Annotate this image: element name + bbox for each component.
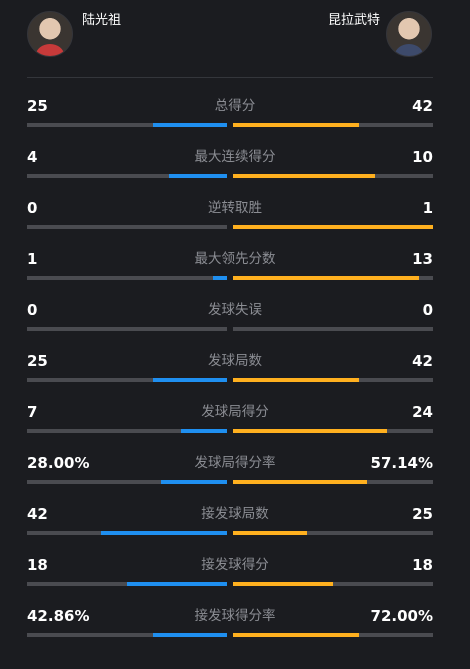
right-progress-bar — [233, 174, 433, 178]
stat-row: 7 发球局得分 24 — [0, 403, 470, 443]
right-value: 57.14% — [370, 454, 433, 472]
stat-row: 0 发球失误 0 — [0, 301, 470, 341]
stat-row: 42 接发球局数 25 — [0, 505, 470, 545]
left-progress-fill — [153, 123, 227, 127]
stat-label: 发球局数 — [208, 353, 262, 369]
right-progress-fill — [233, 276, 419, 280]
right-value: 24 — [412, 403, 433, 421]
left-player-name[interactable]: 陆光祖 — [82, 13, 122, 28]
right-progress-fill — [233, 429, 387, 433]
right-progress-bar — [233, 123, 433, 127]
left-progress-fill — [161, 480, 227, 484]
left-value: 25 — [27, 352, 48, 370]
left-value: 42.86% — [27, 607, 90, 625]
right-progress-fill — [233, 174, 375, 178]
stat-row: 25 总得分 42 — [0, 97, 470, 137]
left-value: 0 — [27, 301, 38, 319]
left-progress-bar — [27, 276, 227, 280]
right-value: 10 — [412, 148, 433, 166]
right-progress-fill — [233, 633, 359, 637]
stat-label: 发球失误 — [208, 302, 262, 318]
right-progress-bar — [233, 327, 433, 331]
left-value: 7 — [27, 403, 38, 421]
stat-label: 接发球局数 — [201, 506, 269, 522]
right-value: 13 — [412, 250, 433, 268]
left-progress-fill — [127, 582, 227, 586]
right-player-name[interactable]: 昆拉武特 — [327, 13, 380, 28]
right-progress-fill — [233, 378, 359, 382]
right-progress-bar — [233, 276, 433, 280]
right-progress-bar — [233, 378, 433, 382]
right-progress-fill — [233, 582, 333, 586]
right-progress-bar — [233, 633, 433, 637]
stat-row: 4 最大连续得分 10 — [0, 148, 470, 188]
left-progress-bar — [27, 327, 227, 331]
left-progress-bar — [27, 429, 227, 433]
left-progress-bar — [27, 531, 227, 535]
right-progress-bar — [233, 480, 433, 484]
stat-row: 28.00% 发球局得分率 57.14% — [0, 454, 470, 494]
left-value: 25 — [27, 97, 48, 115]
left-value: 28.00% — [27, 454, 90, 472]
players-header: 陆光祖 昆拉武特 — [0, 0, 470, 78]
right-progress-fill — [233, 225, 433, 229]
right-progress-bar — [233, 225, 433, 229]
stat-label: 最大连续得分 — [194, 149, 276, 165]
right-progress-fill — [233, 480, 367, 484]
stat-label: 接发球得分率 — [194, 608, 276, 624]
left-value: 4 — [27, 148, 38, 166]
left-value: 42 — [27, 505, 48, 523]
stat-label: 接发球得分 — [201, 557, 269, 573]
left-progress-fill — [181, 429, 227, 433]
stat-label: 最大领先分数 — [194, 251, 276, 267]
right-progress-bar — [233, 429, 433, 433]
left-progress-bar — [27, 480, 227, 484]
left-progress-bar — [27, 633, 227, 637]
left-progress-fill — [153, 633, 227, 637]
right-progress-bar — [233, 582, 433, 586]
stat-label: 发球局得分 — [201, 404, 269, 420]
player-avatar-icon[interactable] — [27, 11, 73, 57]
right-value: 1 — [422, 199, 433, 217]
left-value: 18 — [27, 556, 48, 574]
left-progress-fill — [153, 378, 227, 382]
right-value: 42 — [412, 97, 433, 115]
left-progress-fill — [101, 531, 227, 535]
right-progress-bar — [233, 531, 433, 535]
player-avatar-icon[interactable] — [386, 11, 432, 57]
right-progress-fill — [233, 531, 307, 535]
left-progress-fill — [213, 276, 227, 280]
stat-row: 25 发球局数 42 — [0, 352, 470, 392]
right-value: 18 — [412, 556, 433, 574]
left-progress-fill — [169, 174, 227, 178]
left-progress-bar — [27, 582, 227, 586]
stat-row: 42.86% 接发球得分率 72.00% — [0, 607, 470, 647]
stat-row: 0 逆转取胜 1 — [0, 199, 470, 239]
right-value: 0 — [422, 301, 433, 319]
right-value: 42 — [412, 352, 433, 370]
stat-label: 逆转取胜 — [208, 200, 262, 216]
right-value: 72.00% — [370, 607, 433, 625]
header-divider — [27, 77, 433, 78]
right-progress-fill — [233, 123, 359, 127]
left-progress-bar — [27, 174, 227, 178]
left-value: 1 — [27, 250, 38, 268]
left-progress-bar — [27, 123, 227, 127]
left-value: 0 — [27, 199, 38, 217]
stat-label: 发球局得分率 — [194, 455, 276, 471]
left-progress-bar — [27, 225, 227, 229]
right-value: 25 — [412, 505, 433, 523]
stat-row: 1 最大领先分数 13 — [0, 250, 470, 290]
left-progress-bar — [27, 378, 227, 382]
stat-label: 总得分 — [214, 98, 256, 114]
stat-row: 18 接发球得分 18 — [0, 556, 470, 596]
